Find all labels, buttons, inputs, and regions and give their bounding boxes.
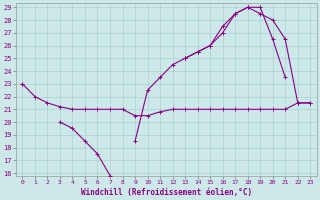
X-axis label: Windchill (Refroidissement éolien,°C): Windchill (Refroidissement éolien,°C) [81, 188, 252, 197]
